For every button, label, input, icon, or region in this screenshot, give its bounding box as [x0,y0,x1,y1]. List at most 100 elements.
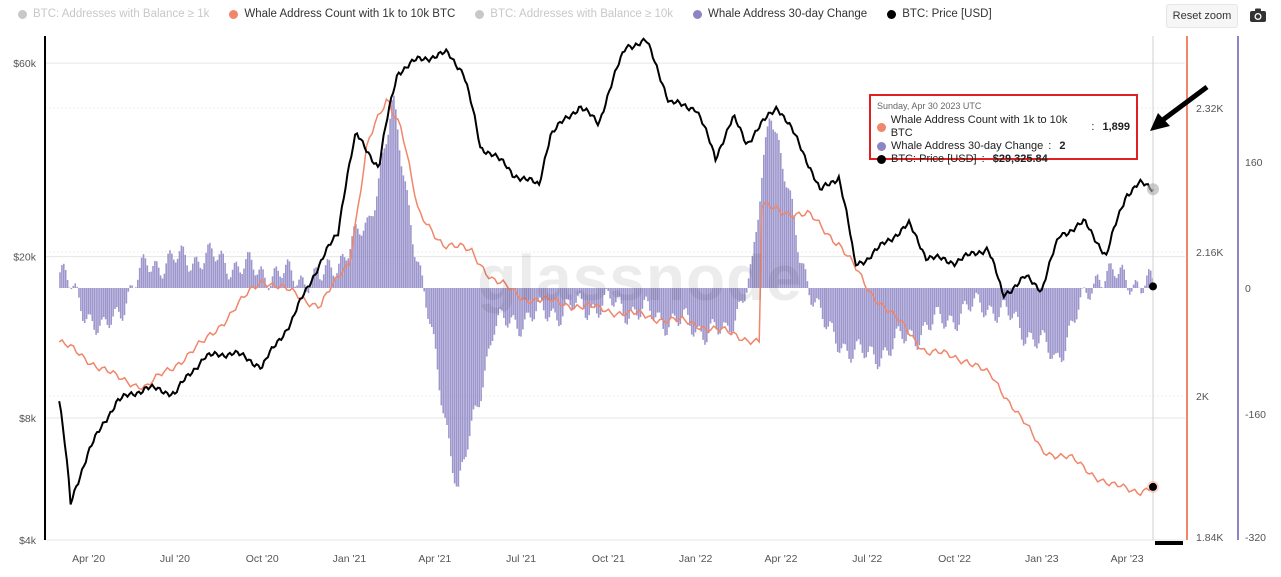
change-bar [1045,288,1048,342]
change-bar [1049,288,1051,359]
change-bar [1083,287,1086,288]
change-bar [768,118,771,289]
change-bar [505,288,507,326]
legend-dot [229,9,239,19]
change-bar [1053,288,1055,355]
change-bar [626,288,628,325]
change-bar [313,268,315,288]
change-bar [330,267,333,288]
change-bar [328,260,331,288]
change-bar [818,288,820,300]
change-bar [958,288,960,325]
reset-zoom-button[interactable]: Reset zoom [1166,4,1238,28]
legend-item[interactable]: Whale Address 30-day Change [693,8,867,20]
change-bar [628,288,630,319]
x-tick: Apr '20 [72,553,105,565]
change-bar [252,269,255,288]
x-tick: Jul '21 [506,553,536,565]
x-tick: Jan '23 [1025,553,1059,565]
change-bar [391,100,393,288]
change-bar [728,288,731,332]
change-bar [1091,288,1093,294]
change-bar [1030,288,1032,334]
change-bar [544,288,547,319]
change-bar [721,288,723,328]
change-bar [1007,288,1010,316]
change-bar [878,288,881,367]
change-bar [542,288,545,311]
change-bar [597,288,600,318]
change-bar [924,288,926,323]
legend-item[interactable]: Whale Address Count with 1k to 10k BTC [229,8,455,20]
change-bar [358,234,361,288]
change-bar [135,287,137,288]
change-bar [802,263,805,288]
change-bar [918,288,921,346]
legend-item[interactable]: BTC: Addresses with Balance ≥ 1k [18,8,209,20]
legend-item[interactable]: BTC: Addresses with Balance ≥ 10k [475,8,673,20]
change-bar [110,288,112,325]
change-bar [563,288,566,306]
change-bar [1013,288,1015,314]
legend-item[interactable]: BTC: Price [USD] [887,8,992,20]
change-bar [374,210,376,288]
change-bar [539,288,541,298]
tooltip-row: Whale Address Count with 1k to 10k BTC: … [877,114,1130,140]
change-bar [413,257,416,288]
change-bar [116,288,118,308]
change-bar [588,288,590,316]
change-bar [1140,288,1142,294]
pointer-arrow-shaft [1158,84,1209,125]
change-bar [928,288,930,330]
change-bar [406,190,408,288]
change-bar [1009,288,1012,321]
change-bar [294,286,296,288]
change-bar [503,288,505,318]
change-bar [749,264,752,288]
change-bar [706,288,708,343]
change-bar [99,288,101,326]
change-bar [393,95,395,288]
change-bar [535,288,537,312]
change-bar [376,196,378,288]
change-bar [474,288,477,406]
change-bar [757,219,759,288]
camera-icon[interactable] [1248,6,1268,24]
change-bar [791,198,793,288]
change-bar [637,288,640,320]
change-bar [1119,267,1122,288]
change-bar [992,288,995,314]
change-bar [144,258,147,288]
change-bar [508,288,511,324]
change-bar [319,279,321,288]
change-bar [711,288,714,320]
y-left-tick: $4k [19,535,37,547]
change-bar [852,288,854,359]
change-bar [1081,288,1084,289]
change-bar [618,288,621,297]
change-bar [795,235,797,288]
change-bar [309,287,312,288]
change-bar [101,288,103,320]
change-bar [552,288,554,309]
change-bar [725,288,727,323]
change-bar [577,288,579,296]
change-bar [861,288,864,353]
change-bar [634,288,636,310]
change-bar [787,188,790,288]
change-bar [556,288,558,321]
change-bar [846,288,848,351]
change-bar [501,288,503,311]
change-bar [780,153,782,288]
change-bar [620,288,623,304]
change-bar [857,288,860,340]
change-bar [1022,288,1025,346]
change-bar [448,288,450,439]
change-bar [1034,288,1036,347]
change-bar [91,288,94,321]
legend-label: BTC: Price [USD] [902,8,992,20]
change-bar [571,288,573,311]
change-bar [819,288,822,308]
change-bar [1041,288,1044,331]
